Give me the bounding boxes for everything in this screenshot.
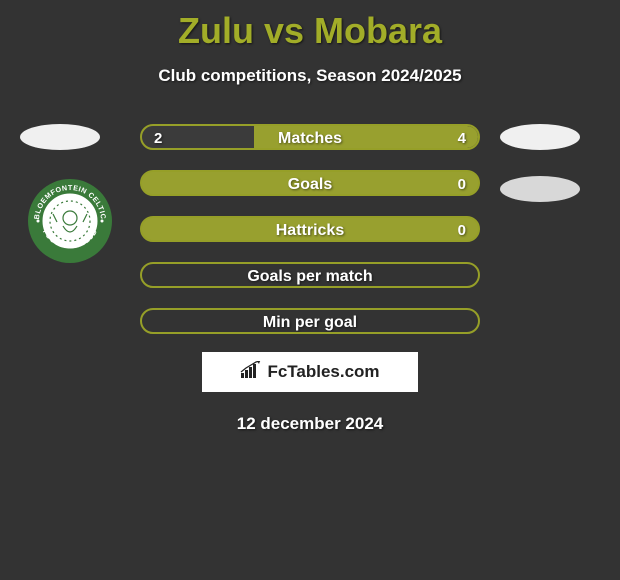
player-avatar-left — [20, 124, 100, 150]
stat-bar-left-value: 2 — [154, 126, 162, 150]
page-title: Zulu vs Mobara — [0, 0, 620, 52]
subtitle: Club competitions, Season 2024/2025 — [0, 66, 620, 86]
stat-bar-label: Hattricks — [142, 218, 478, 242]
stat-bar-right-value: 0 — [458, 218, 466, 242]
player-avatar-right-2 — [500, 176, 580, 202]
fctables-logo: FcTables.com — [202, 352, 418, 392]
stat-bar: Min per goal — [140, 308, 480, 334]
club-crest: BLOEMFONTEIN CELTIC FOOTBALL CLUB — [27, 178, 113, 264]
stat-bar-label: Min per goal — [142, 310, 478, 334]
stat-bar: Goals per match — [140, 262, 480, 288]
stat-bar-right-value: 4 — [458, 126, 466, 150]
stat-bar-label: Matches — [142, 126, 478, 150]
stat-bar-right-value: 0 — [458, 172, 466, 196]
stat-bar-label: Goals — [142, 172, 478, 196]
date-text: 12 december 2024 — [0, 414, 620, 434]
logo-text: FcTables.com — [267, 362, 379, 382]
stat-bar: Hattricks0 — [140, 216, 480, 242]
stat-bar-label: Goals per match — [142, 264, 478, 288]
player-avatar-right-1 — [500, 124, 580, 150]
stat-bar: Matches2 4 — [140, 124, 480, 150]
chart-icon — [240, 361, 262, 384]
stat-bar: Goals0 — [140, 170, 480, 196]
